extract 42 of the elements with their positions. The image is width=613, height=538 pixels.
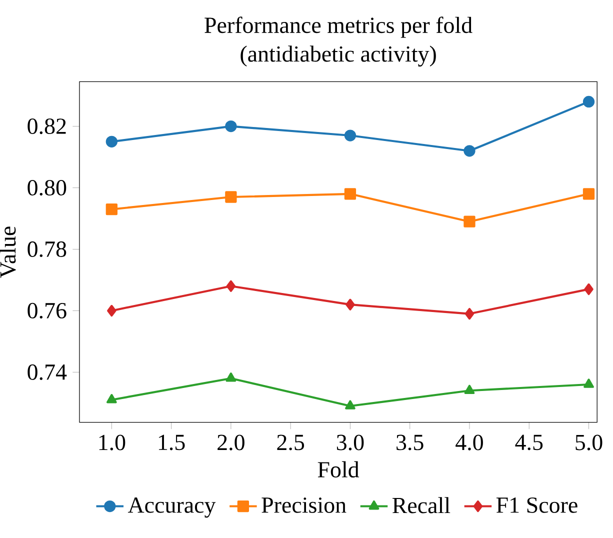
y-tick-label: 0.74 (28, 364, 67, 380)
x-tick-label: 1.0 (99, 434, 126, 450)
x-tick-label: 3.5 (396, 434, 424, 450)
point (346, 298, 355, 310)
legend-label: F1 Score (496, 497, 578, 513)
point (225, 191, 237, 203)
x-tick-label: 2.0 (218, 434, 244, 450)
x-tick-label: 5.0 (576, 434, 602, 450)
point (106, 136, 118, 148)
point (226, 280, 236, 292)
point (464, 308, 474, 320)
point (345, 400, 356, 410)
point (582, 188, 595, 200)
point (582, 96, 595, 108)
point (464, 384, 475, 394)
x-tick-label: 2.5 (277, 434, 304, 450)
x-axis-title: Fold (318, 461, 360, 478)
x-tick-label: 1.5 (158, 434, 185, 450)
point (344, 188, 356, 200)
point (344, 130, 356, 142)
y-tick-label: 0.82 (28, 118, 66, 134)
point (106, 203, 118, 216)
legend-label: Recall (392, 497, 450, 514)
point (464, 145, 476, 157)
point (226, 372, 236, 382)
y-tick-label: 0.78 (28, 241, 66, 258)
x-tick-label: 3.0 (336, 434, 364, 450)
x-tick-label: 4.0 (456, 434, 483, 450)
point (464, 216, 476, 228)
y-tick-label: 0.76 (28, 302, 66, 318)
chart-subtitle: (antidiabetic activity) (240, 46, 436, 66)
y-tick-label: 0.80 (28, 180, 66, 196)
point (584, 283, 594, 295)
point (584, 378, 594, 388)
legend-label: Accuracy (128, 497, 216, 518)
legend-label: Precision (262, 497, 346, 513)
point (107, 304, 116, 317)
y-axis-title: Value (0, 226, 16, 278)
chart-title: Performance metrics per fold (204, 16, 472, 38)
point (106, 394, 117, 404)
x-tick-label: 4.5 (515, 434, 543, 450)
point (225, 120, 237, 132)
